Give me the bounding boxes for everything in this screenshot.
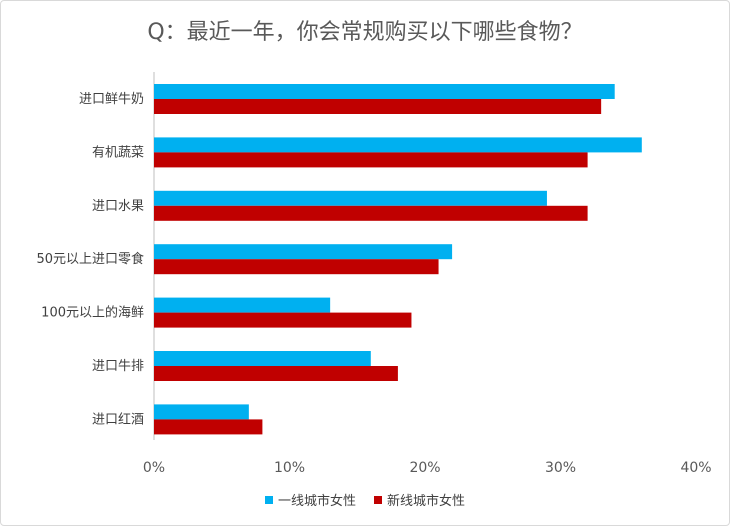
bar-1-4 — [154, 244, 453, 260]
bar-2-2 — [154, 152, 588, 168]
bar-1-3 — [154, 190, 547, 206]
bar-2-6 — [154, 366, 398, 381]
x-tick-label-4: 30% — [545, 460, 576, 476]
category-label-6: 进口牛排 — [92, 359, 144, 374]
bar-1-1 — [154, 84, 615, 99]
category-label-7: 进口红酒 — [92, 411, 144, 427]
bar-2-1 — [154, 99, 602, 114]
legend-item-series-1: 一线城市女性 — [264, 490, 356, 509]
legend: 一线城市女性 新线城市女性 — [0, 490, 730, 509]
category-label-4: 50元以上进口零食 — [36, 251, 144, 267]
legend-swatch-series-1 — [264, 495, 273, 504]
x-tick-label-1: 0% — [143, 460, 165, 476]
bar-1-6 — [154, 351, 371, 366]
bar-2-3 — [154, 205, 588, 221]
bar-1-5 — [154, 297, 331, 313]
legend-label-series-1: 一线城市女性 — [277, 494, 356, 509]
legend-label-series-2: 新线城市女性 — [387, 494, 466, 509]
chart-title: Q：最近一年，你会常规购买以下哪些食物？ — [147, 20, 583, 45]
legend-swatch-series-2 — [374, 495, 382, 504]
category-label-5: 100元以上的海鲜 — [41, 305, 144, 321]
bar-2-4 — [154, 259, 439, 275]
x-tick-label-3: 20% — [409, 460, 440, 476]
category-label-2: 有机蔬菜 — [92, 145, 144, 160]
x-tick-label-2: 10% — [274, 460, 305, 476]
category-label-3: 进口水果 — [92, 199, 144, 214]
category-label-1: 进口鲜牛奶 — [79, 92, 144, 107]
bar-2-5 — [154, 312, 412, 328]
x-tick-label-5: 40% — [680, 460, 711, 476]
bar-1-7 — [154, 404, 249, 420]
bar-1-2 — [154, 137, 642, 153]
bar-2-7 — [154, 419, 263, 435]
legend-item-series-2: 新线城市女性 — [374, 490, 465, 509]
